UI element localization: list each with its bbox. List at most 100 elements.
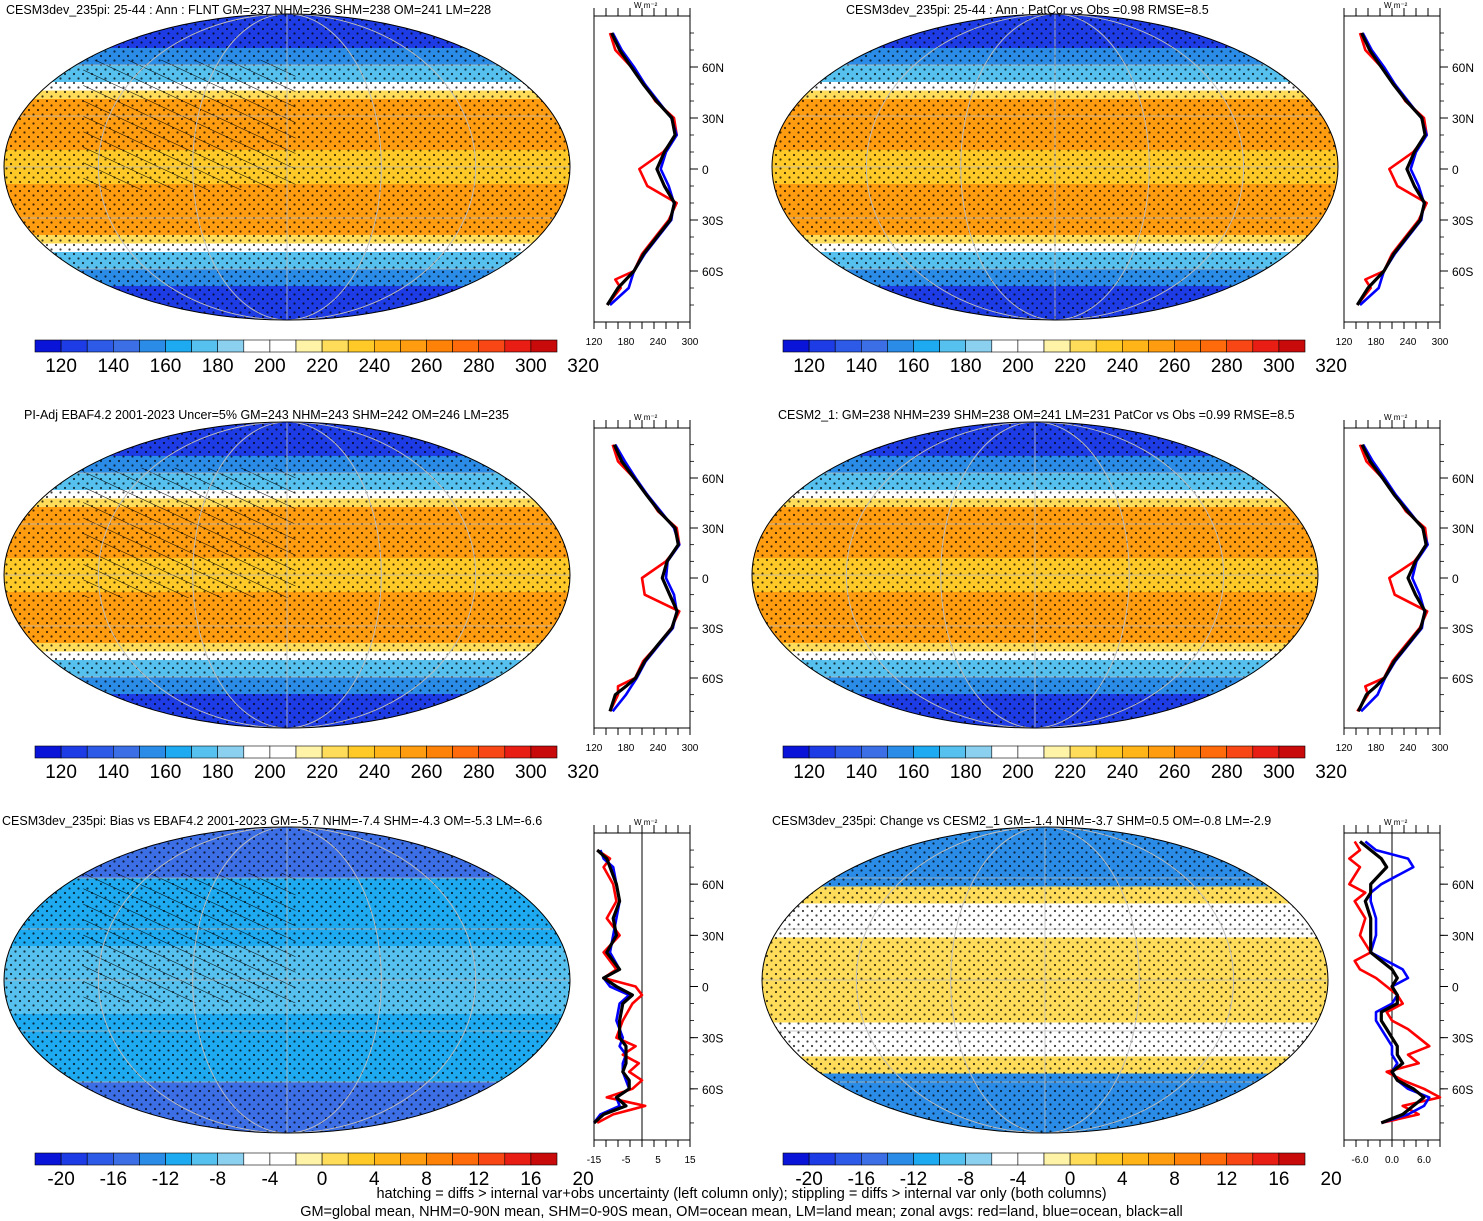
colorbar-swatch — [1069, 745, 1097, 759]
colorbar-swatch — [1278, 1152, 1306, 1166]
colorbar-swatch — [269, 745, 297, 759]
map-panel — [3, 421, 571, 729]
series-line-all — [605, 32, 677, 306]
colorbar-swatch — [347, 745, 375, 759]
x-tick-label: 120 — [1336, 743, 1353, 754]
colorbar-swatch — [1148, 745, 1175, 759]
colorbar-swatch — [1017, 339, 1045, 353]
colorbar: 120 140 160 180 200 220 240 260 280 300 320 — [34, 339, 599, 377]
colorbar-label: -16 — [100, 1169, 127, 1190]
colorbar-label: 160 — [898, 762, 930, 783]
colorbar-swatch — [191, 339, 219, 353]
x-tick-label: 240 — [1400, 337, 1417, 348]
zonal-frame — [1343, 15, 1441, 323]
colorbar-swatch — [913, 1152, 940, 1166]
colorbar-swatch — [504, 339, 532, 353]
colorbar-swatch — [782, 1152, 810, 1166]
lat-tick-label: 30S — [1452, 214, 1473, 228]
colorbar-swatch — [373, 745, 401, 759]
colorbar-swatch — [86, 1152, 114, 1166]
colorbar-label: 200 — [1002, 762, 1034, 783]
colorbar-label: 280 — [463, 762, 495, 783]
colorbar-swatch — [887, 1152, 914, 1166]
unit-label: W m⁻² — [634, 413, 658, 422]
colorbar-swatch — [347, 339, 375, 353]
colorbar-label: 260 — [1159, 762, 1191, 783]
colorbar-label: 320 — [1315, 762, 1347, 783]
x-tick-label: 120 — [586, 743, 603, 754]
colorbar-label: 16 — [1268, 1169, 1289, 1190]
lat-tick-label: 60N — [1452, 61, 1474, 75]
lat-tick-label: 30N — [1452, 112, 1474, 126]
series-line-land — [608, 444, 681, 712]
colorbar-label: 220 — [1054, 762, 1086, 783]
colorbar-label: 320 — [1315, 356, 1347, 377]
colorbar-label: 20 — [1321, 1169, 1342, 1190]
unit-label: W m⁻² — [1384, 818, 1408, 827]
colorbar-swatch — [965, 339, 993, 353]
colorbar-swatch — [1278, 745, 1306, 759]
colorbar-swatch — [939, 339, 966, 353]
colorbar-swatch — [478, 1152, 506, 1166]
colorbar-label: 280 — [1211, 762, 1243, 783]
colorbar-swatch — [34, 1152, 62, 1166]
map-border — [3, 13, 571, 321]
x-tick-label: -15 — [587, 1155, 602, 1166]
lat-tick-label: 0 — [702, 981, 709, 995]
colorbar-label: 240 — [358, 762, 390, 783]
colorbar-swatch — [530, 1152, 558, 1166]
colorbar-swatch — [1122, 339, 1149, 353]
map-panel — [751, 421, 1319, 729]
colorbar-label: 120 — [793, 356, 825, 377]
colorbar-label: 220 — [306, 762, 338, 783]
lat-tick-label: 30N — [702, 929, 724, 943]
lat-tick-label: 30N — [1452, 929, 1474, 943]
map-border — [771, 13, 1339, 321]
colorbar-label: 240 — [1106, 762, 1138, 783]
series-line-ocean — [592, 849, 631, 1124]
colorbar: 120 140 160 180 200 220 240 260 280 300 320 — [782, 745, 1347, 783]
colorbar-label: -8 — [957, 1169, 974, 1190]
lat-tick-label: 30N — [1452, 522, 1474, 536]
map-panel — [3, 826, 571, 1134]
lat-tick-label: 30S — [1452, 1032, 1473, 1046]
colorbar-label: 160 — [150, 762, 182, 783]
colorbar-swatch — [1095, 1152, 1123, 1166]
zonal-mean-plot: W m⁻² 60N 30N 0 30S 60S 120 180 240 300 — [1336, 1, 1474, 348]
colorbar-swatch — [217, 1152, 245, 1166]
series-line-ocean — [611, 444, 681, 713]
colorbar-swatch — [1174, 339, 1201, 353]
colorbar-label: 300 — [515, 356, 547, 377]
unit-label: W m⁻² — [634, 818, 658, 827]
series-line-land — [596, 849, 647, 1125]
colorbar-swatch — [426, 339, 453, 353]
colorbar-swatch — [1043, 745, 1071, 759]
colorbar-label: 120 — [45, 762, 77, 783]
colorbar-swatch — [400, 745, 427, 759]
colorbar-swatch — [139, 1152, 166, 1166]
lat-tick-label: 30S — [702, 1032, 723, 1046]
colorbar-swatch — [1095, 339, 1123, 353]
x-tick-label: 300 — [682, 337, 699, 348]
colorbar-label: 180 — [202, 762, 234, 783]
panel-title: CESM2_1: GM=238 NHM=239 SHM=238 OM=241 L… — [778, 408, 1295, 422]
colorbar-label: 140 — [97, 762, 129, 783]
colorbar: -20 -16 -12 -8 -4 0 4 8 12 16 20 — [34, 1152, 594, 1190]
footer-line-1: hatching = diffs > internal var+obs unce… — [376, 1186, 1107, 1202]
series-line-ocean — [1359, 32, 1428, 306]
colorbar-swatch — [191, 1152, 219, 1166]
series-line-land — [606, 32, 679, 306]
colorbar-label: 220 — [306, 356, 338, 377]
colorbar-swatch — [60, 745, 88, 759]
series-line-ocean — [609, 32, 679, 306]
lat-tick-label: 0 — [1452, 572, 1459, 586]
colorbar-label: -8 — [209, 1169, 226, 1190]
colorbar-swatch — [217, 339, 245, 353]
colorbar-swatch — [504, 1152, 532, 1166]
colorbar-swatch — [373, 339, 401, 353]
colorbar-label: 280 — [463, 356, 495, 377]
colorbar-swatch — [243, 1152, 271, 1166]
colorbar-swatch — [139, 745, 166, 759]
colorbar-label: 200 — [1002, 356, 1034, 377]
colorbar-swatch — [1043, 1152, 1071, 1166]
